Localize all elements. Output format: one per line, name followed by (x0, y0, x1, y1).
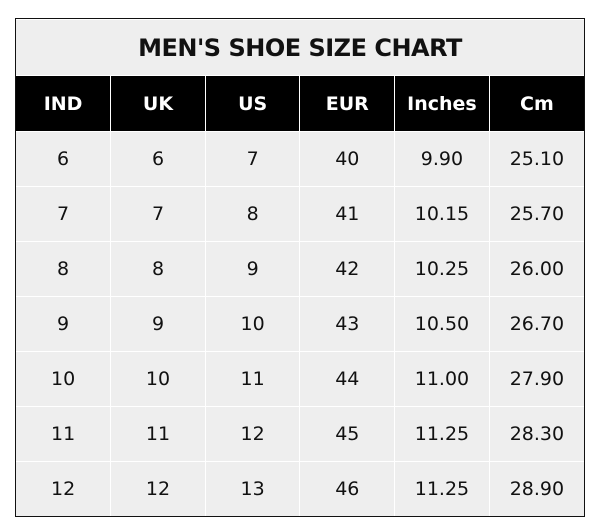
table-cell: 41 (299, 186, 396, 242)
table-cell: 40 (299, 131, 396, 187)
table-cell: 44 (299, 351, 396, 407)
table-cell: 43 (299, 296, 396, 352)
table-cell: 11 (110, 406, 206, 462)
table-cell: 10 (110, 351, 206, 407)
table-cell: 12 (204, 406, 301, 462)
table-cell: 9 (16, 296, 112, 352)
table-cell: 25.10 (488, 131, 584, 187)
table-cell: 8 (16, 241, 112, 297)
table-cell: 9 (204, 241, 301, 297)
table-row: 10 10 11 44 11.00 27.90 (16, 351, 584, 407)
table-cell: 11.00 (394, 351, 490, 407)
table-cell: 25.70 (488, 186, 584, 242)
column-header-inches: Inches (394, 75, 490, 132)
table-row: 7 7 8 41 10.15 25.70 (16, 186, 584, 242)
table-cell: 27.90 (488, 351, 584, 407)
header-row: IND UK US EUR Inches Cm (16, 75, 584, 132)
table-row: 6 6 7 40 9.90 25.10 (16, 131, 584, 187)
table-cell: 10.15 (394, 186, 490, 242)
table-cell: 12 (16, 461, 112, 516)
column-header-eur: EUR (299, 75, 396, 132)
column-header-us: US (204, 75, 301, 132)
table-cell: 7 (16, 186, 112, 242)
table-cell: 28.30 (488, 406, 584, 462)
chart-title: MEN'S SHOE SIZE CHART (16, 19, 584, 76)
column-header-ind: IND (16, 75, 112, 132)
table-cell: 42 (299, 241, 396, 297)
table-cell: 6 (16, 131, 112, 187)
table-body: 6 6 7 40 9.90 25.10 7 7 8 41 10.15 25.70 8 8 9 42 10.25 2… (16, 131, 584, 516)
table-cell: 8 (204, 186, 301, 242)
table-cell: 7 (204, 131, 301, 187)
table-cell: 10 (16, 351, 112, 407)
size-table: MEN'S SHOE SIZE CHART IND UK US EUR Inches Cm… (16, 19, 584, 516)
table-cell: 13 (204, 461, 301, 516)
table-cell: 26.70 (488, 296, 584, 352)
table-cell: 8 (110, 241, 206, 297)
column-header-uk: UK (110, 75, 206, 132)
table-cell: 45 (299, 406, 396, 462)
table-cell: 28.90 (488, 461, 584, 516)
table-cell: 12 (110, 461, 206, 516)
table-cell: 11.25 (394, 406, 490, 462)
table-row: 8 8 9 42 10.25 26.00 (16, 241, 584, 297)
table-cell: 10 (204, 296, 301, 352)
table-cell: 46 (299, 461, 396, 516)
table-cell: 11 (16, 406, 112, 462)
table-cell: 9 (110, 296, 206, 352)
table-cell: 11 (204, 351, 301, 407)
table-cell: 26.00 (488, 241, 584, 297)
table-cell: 6 (110, 131, 206, 187)
table-cell: 9.90 (394, 131, 490, 187)
table-row: 9 9 10 43 10.50 26.70 (16, 296, 584, 352)
table-cell: 10.25 (394, 241, 490, 297)
table-cell: 7 (110, 186, 206, 242)
size-chart: MEN'S SHOE SIZE CHART IND UK US EUR Inches Cm… (15, 18, 585, 517)
table-row: 12 12 13 46 11.25 28.90 (16, 461, 584, 516)
table-cell: 10.50 (394, 296, 490, 352)
column-header-cm: Cm (488, 75, 584, 132)
table-row: 11 11 12 45 11.25 28.30 (16, 406, 584, 462)
table-cell: 11.25 (394, 461, 490, 516)
